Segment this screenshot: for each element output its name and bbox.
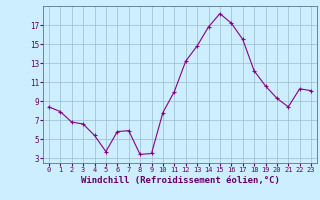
X-axis label: Windchill (Refroidissement éolien,°C): Windchill (Refroidissement éolien,°C) [81, 176, 279, 185]
